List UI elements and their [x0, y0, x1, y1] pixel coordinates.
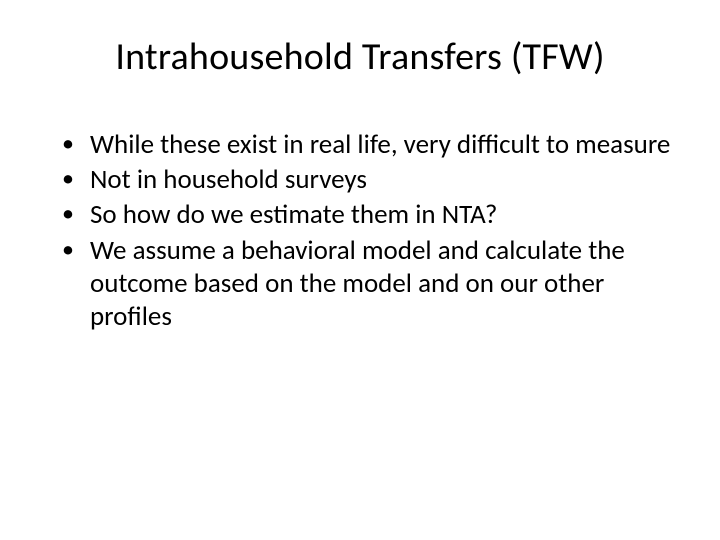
bullet-list: While these exist in real life, very dif… [48, 128, 672, 335]
slide: Intrahousehold Transfers (TFW) While the… [0, 0, 720, 540]
list-item: Not in household surveys [60, 163, 672, 196]
slide-title: Intrahousehold Transfers (TFW) [48, 34, 672, 80]
list-item: While these exist in real life, very dif… [60, 128, 672, 161]
list-item: So how do we estimate them in NTA? [60, 198, 672, 231]
list-item: We assume a behavioral model and calcula… [60, 234, 672, 334]
